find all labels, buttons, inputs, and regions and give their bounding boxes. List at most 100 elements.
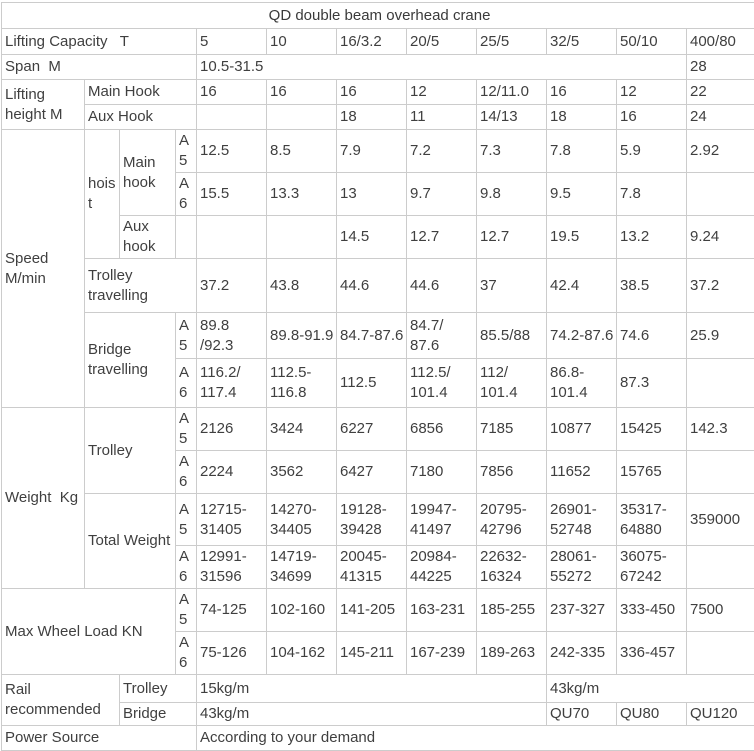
table-cell: 13 — [337, 173, 407, 216]
table-cell: 10877 — [547, 408, 617, 451]
table-cell: 89.8 /92.3 — [197, 313, 267, 359]
table-cell: 7.9 — [337, 130, 407, 173]
row-label-speed: Speed M/min — [2, 130, 85, 408]
grade-label: A6 — [176, 451, 197, 494]
table-cell: 7.8 — [617, 173, 687, 216]
table-cell: 14/13 — [477, 105, 547, 130]
table-cell: 14.5 — [337, 216, 407, 259]
table-cell: 15kg/m — [197, 675, 547, 703]
table-cell: 44.6 — [337, 259, 407, 313]
table-cell: 20984- 44225 — [407, 546, 477, 589]
table-cell: 112.5 — [337, 359, 407, 408]
table-cell: 9.24 — [687, 216, 754, 259]
table-cell: 37.2 — [197, 259, 267, 313]
row-label-aux-hook: Aux Hook — [85, 105, 197, 130]
table-cell: 3424 — [267, 408, 337, 451]
row-label-trolley-weight: Trolley — [85, 408, 176, 494]
table-cell: 116.2/ 117.4 — [197, 359, 267, 408]
table-cell: 20795- 42796 — [477, 494, 547, 546]
table-cell: 2.92 — [687, 130, 754, 173]
table-cell: 242-335 — [547, 632, 617, 675]
table-cell: 89.8-91.9 — [267, 313, 337, 359]
table-cell: 16/3.2 — [337, 29, 407, 55]
row-label-power-source: Power Source — [2, 726, 197, 751]
table-cell: 25.9 — [687, 313, 754, 359]
table-cell: 14719- 34699 — [267, 546, 337, 589]
table-cell: 37 — [477, 259, 547, 313]
table-cell: 12.7 — [407, 216, 477, 259]
table-cell: 400/80 — [687, 29, 754, 55]
table-cell: 7.8 — [547, 130, 617, 173]
table-cell: According to your demand — [197, 726, 754, 751]
table-cell: 145-211 — [337, 632, 407, 675]
table-cell: 16 — [547, 80, 617, 105]
table-cell: QU80 — [617, 703, 687, 726]
table-cell: 7180 — [407, 451, 477, 494]
table-cell: 7500 — [687, 589, 754, 632]
row-label-hoist-main-hook: Main hook — [120, 130, 176, 216]
table-cell: 7185 — [477, 408, 547, 451]
table-cell: 5.9 — [617, 130, 687, 173]
table-cell: 26901- 52748 — [547, 494, 617, 546]
table-cell: 42.4 — [547, 259, 617, 313]
table-cell: 5 — [197, 29, 267, 55]
table-cell: 12 — [617, 80, 687, 105]
table-cell: 16 — [267, 80, 337, 105]
row-label-hoist: hoist — [85, 130, 120, 259]
row-label-weight: Weight Kg — [2, 408, 85, 589]
table-cell: 19128- 39428 — [337, 494, 407, 546]
table-cell: 3562 — [267, 451, 337, 494]
table-cell: 22 — [687, 80, 754, 105]
grade-label: A5 — [176, 130, 197, 173]
grade-label: A5 — [176, 494, 197, 546]
table-cell: 11 — [407, 105, 477, 130]
empty-cell — [197, 105, 267, 130]
table-cell: 102-160 — [267, 589, 337, 632]
table-cell: 86.8- 101.4 — [547, 359, 617, 408]
table-cell: 84.7-87.6 — [337, 313, 407, 359]
table-cell: 85.5/88 — [477, 313, 547, 359]
table-cell: 359000 — [687, 494, 754, 546]
table-cell: 16 — [337, 80, 407, 105]
table-cell: 15.5 — [197, 173, 267, 216]
table-cell: 6227 — [337, 408, 407, 451]
table-cell: 104-162 — [267, 632, 337, 675]
table-cell: 50/10 — [617, 29, 687, 55]
table-cell: 35317- 64880 — [617, 494, 687, 546]
row-label-hoist-aux-hook: Aux hook — [120, 216, 176, 259]
row-label-rail-trolley: Trolley — [120, 675, 197, 703]
table-cell: 16 — [617, 105, 687, 130]
table-cell: 84.7/ 87.6 — [407, 313, 477, 359]
row-label-lifting-height: Lifting height M — [2, 80, 85, 130]
table-cell: 9.5 — [547, 173, 617, 216]
row-label-span: Span M — [2, 55, 197, 80]
table-cell: 10.5-31.5 — [197, 55, 687, 80]
table-cell: 74-125 — [197, 589, 267, 632]
table-cell: 2126 — [197, 408, 267, 451]
table-title: QD double beam overhead crane — [2, 3, 754, 29]
table-cell: 9.8 — [477, 173, 547, 216]
table-cell: 25/5 — [477, 29, 547, 55]
table-cell: 43.8 — [267, 259, 337, 313]
table-cell: 12.7 — [477, 216, 547, 259]
table-cell: 185-255 — [477, 589, 547, 632]
table-cell: 7.3 — [477, 130, 547, 173]
empty-cell — [687, 173, 754, 216]
table-cell: 37.2 — [687, 259, 754, 313]
empty-cell — [687, 359, 754, 408]
table-cell: 28 — [687, 55, 754, 80]
table-cell: 28061- 55272 — [547, 546, 617, 589]
empty-cell — [267, 216, 337, 259]
table-cell: 43kg/m — [197, 703, 547, 726]
table-cell: 2224 — [197, 451, 267, 494]
